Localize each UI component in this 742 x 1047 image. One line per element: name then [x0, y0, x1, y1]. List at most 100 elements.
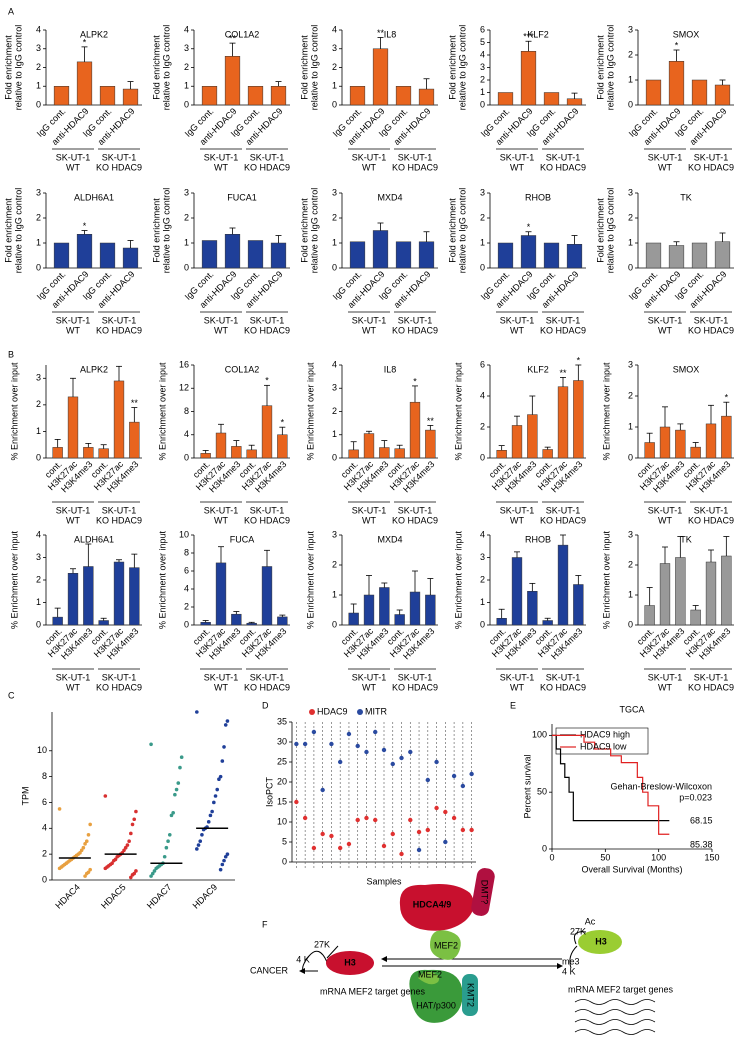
- diagram-label: CANCER: [250, 965, 289, 975]
- y-tick-label: 2: [36, 62, 41, 72]
- bar: [714, 84, 731, 106]
- group-label: SK-UT-1: [694, 152, 729, 162]
- panel-label: D: [262, 700, 269, 710]
- diagram-label: me3: [562, 956, 580, 966]
- bar: [691, 242, 708, 269]
- data-point: [129, 831, 133, 836]
- y-tick-label: 8: [184, 547, 189, 557]
- chart-title: FUCA: [230, 534, 255, 544]
- group-label: KO HDAC9: [244, 325, 290, 335]
- y-tick-label: 1: [332, 81, 337, 91]
- data-point: [302, 741, 308, 747]
- data-point: [460, 783, 466, 789]
- data-point: [130, 873, 135, 877]
- bar: [659, 563, 671, 626]
- y-tick-label: 3: [480, 62, 485, 72]
- bar: [542, 449, 553, 459]
- chart-title: ALDH6A1: [74, 192, 114, 202]
- bar: [52, 447, 63, 459]
- data-point: [381, 843, 387, 849]
- bar: [200, 453, 211, 459]
- data-point: [81, 845, 86, 850]
- survival-curve: [552, 734, 670, 835]
- chart-title: TK: [680, 534, 692, 544]
- y-tick-label: 1: [36, 597, 41, 607]
- x-tick-label: HDAC9: [191, 882, 220, 911]
- bar: [53, 86, 70, 106]
- group-label: KO HDAC9: [688, 515, 734, 525]
- group-label: WT: [510, 515, 524, 525]
- y-axis-label: % Enrichment over input: [157, 530, 167, 629]
- y-tick-label: 3: [36, 187, 41, 197]
- chart-title: SMOX: [673, 364, 700, 374]
- panel-label: E: [510, 700, 516, 710]
- data-point: [167, 832, 172, 837]
- group-label: SK-UT-1: [648, 152, 683, 162]
- y-tick-label: 3: [628, 529, 633, 539]
- group-label: SK-UT-1: [204, 672, 239, 682]
- data-point: [206, 820, 211, 824]
- data-point: [198, 839, 203, 844]
- data-point: [171, 811, 175, 815]
- bar: [675, 429, 686, 459]
- data-point: [220, 862, 225, 867]
- y-tick-label: 3: [480, 552, 485, 562]
- data-point: [169, 813, 174, 818]
- legend-marker: [309, 709, 315, 715]
- bar: [659, 426, 671, 459]
- significance-label: *: [675, 40, 679, 50]
- bar: [201, 86, 218, 106]
- data-point: [154, 866, 158, 871]
- y-tick-label: 35: [277, 716, 287, 726]
- y-tick-label: 3: [184, 187, 189, 197]
- y-tick-label: 6: [42, 797, 47, 807]
- hat-shape: [409, 969, 463, 1023]
- diagram-label: DMT?: [480, 880, 490, 905]
- x-tick-label: HDAC4: [53, 882, 82, 911]
- bar: [122, 88, 139, 106]
- legend-label: HDAC9 low: [580, 741, 627, 751]
- bar: [496, 618, 507, 626]
- bar: [497, 92, 514, 106]
- group-label: WT: [510, 325, 524, 335]
- group-label: WT: [510, 682, 524, 692]
- bar: [668, 61, 685, 106]
- data-point: [302, 815, 308, 821]
- bar: [231, 446, 242, 459]
- data-point: [222, 745, 226, 749]
- x-tick-label: 0: [549, 852, 554, 862]
- y-axis-label: Fold enrichment: [3, 35, 13, 100]
- bar: [129, 421, 140, 459]
- y-tick-label: 3: [36, 552, 41, 562]
- data-point: [320, 831, 325, 837]
- data-point: [215, 787, 220, 792]
- data-point: [390, 761, 395, 767]
- y-tick-label: 2: [628, 559, 633, 569]
- bar: [394, 448, 405, 459]
- x-tick-label: HDAC7: [145, 882, 174, 911]
- bar: [215, 562, 227, 626]
- group-label: SK-UT-1: [648, 315, 683, 325]
- bar: [543, 92, 560, 106]
- y-tick-label: 2: [628, 390, 633, 400]
- group-label: SK-UT-1: [250, 672, 285, 682]
- y-axis-label: relative to IgG control: [13, 25, 23, 111]
- panel-label: C: [8, 690, 15, 700]
- data-point: [179, 755, 184, 760]
- y-tick-label: 2: [184, 212, 189, 222]
- bar: [395, 86, 412, 106]
- chart-title: FUCA1: [227, 192, 257, 202]
- data-point: [451, 815, 457, 821]
- bar: [573, 380, 584, 459]
- bar: [98, 448, 109, 459]
- bar: [246, 449, 257, 459]
- group-label: KO HDAC9: [688, 162, 734, 172]
- data-point: [408, 817, 413, 823]
- y-tick-label: 1: [480, 87, 485, 97]
- y-tick-label: 1: [36, 237, 41, 247]
- data-point: [451, 773, 457, 779]
- data-point: [425, 777, 431, 783]
- y-tick-label: 1: [332, 589, 337, 599]
- bar: [379, 447, 390, 459]
- y-tick-label: 20: [277, 776, 287, 786]
